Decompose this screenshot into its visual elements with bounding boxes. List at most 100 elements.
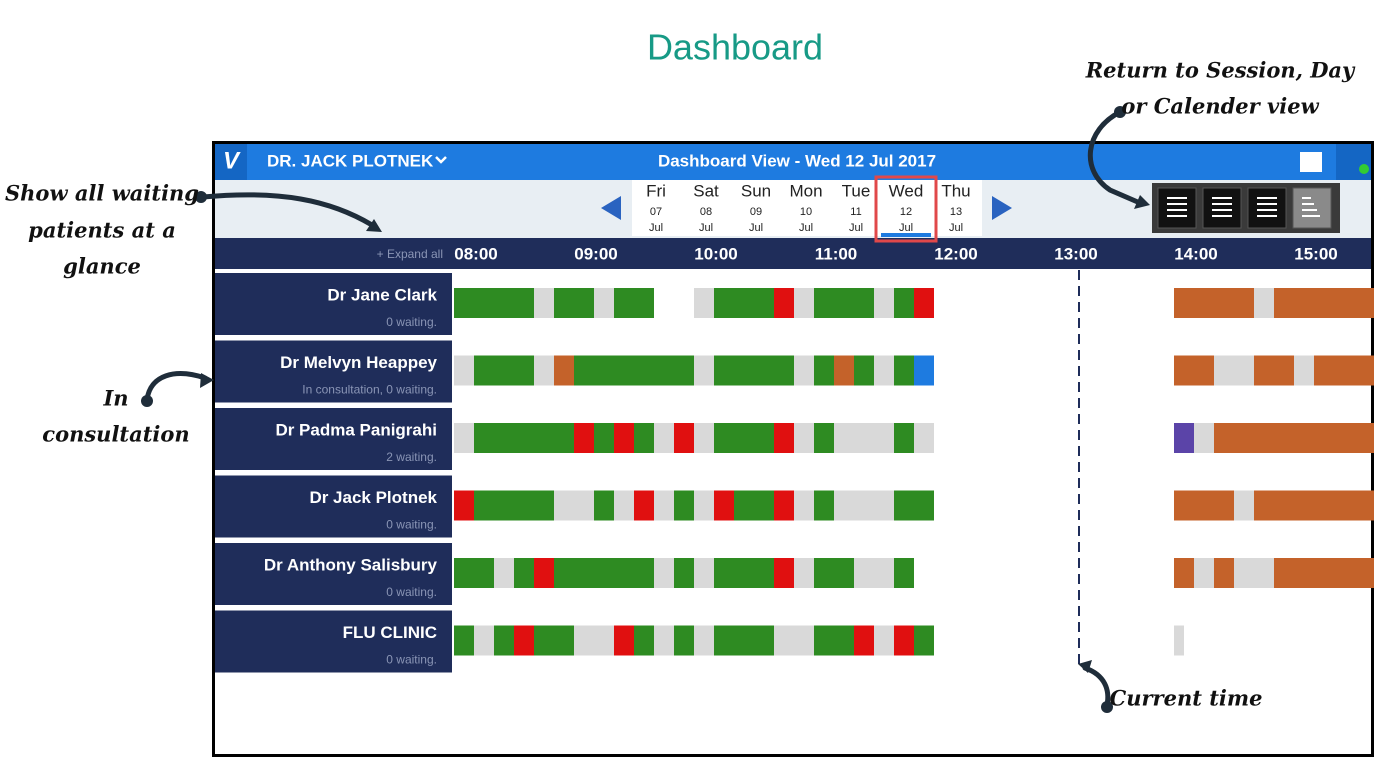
appointment-slot[interactable]	[714, 355, 734, 386]
appointment-slot[interactable]	[534, 355, 554, 386]
appointment-slot[interactable]	[814, 355, 834, 386]
appointment-slot[interactable]	[1214, 288, 1234, 318]
appointment-slot[interactable]	[714, 558, 734, 588]
appointment-slot[interactable]	[874, 355, 894, 386]
appointment-slot[interactable]	[734, 355, 754, 386]
appointment-slot[interactable]	[654, 558, 674, 588]
appointment-slot[interactable]	[1214, 423, 1234, 453]
appointment-slot[interactable]	[674, 423, 694, 453]
appointment-slot[interactable]	[614, 355, 634, 386]
appointment-slot[interactable]	[1274, 423, 1294, 453]
appointment-slot[interactable]	[454, 558, 474, 588]
appointment-slot[interactable]	[1294, 490, 1314, 521]
appointment-slot[interactable]	[1254, 558, 1274, 588]
appointment-slot[interactable]	[794, 288, 814, 318]
view-button[interactable]	[1157, 187, 1197, 229]
appointment-slot[interactable]	[774, 423, 794, 453]
appointment-slot[interactable]	[634, 625, 654, 656]
appointment-slot[interactable]	[574, 288, 594, 318]
appointment-slot[interactable]	[534, 558, 554, 588]
appointment-slot[interactable]	[614, 625, 634, 656]
appointment-slot[interactable]	[794, 490, 814, 521]
appointment-slot[interactable]	[1174, 288, 1194, 318]
appointment-slot[interactable]	[634, 423, 654, 453]
day-weekday[interactable]: Wed	[889, 181, 924, 200]
appointment-slot[interactable]	[1234, 558, 1254, 588]
appointment-slot[interactable]	[774, 288, 794, 318]
appointment-slot[interactable]	[514, 558, 534, 588]
appointment-slot[interactable]	[654, 490, 674, 521]
appointment-slot[interactable]	[1174, 558, 1194, 588]
appointment-slot[interactable]	[774, 558, 794, 588]
appointment-slot[interactable]	[634, 490, 654, 521]
appointment-slot[interactable]	[854, 490, 874, 521]
appointment-slot[interactable]	[754, 423, 774, 453]
day-weekday[interactable]: Sun	[741, 181, 771, 200]
appointment-slot[interactable]	[714, 625, 734, 656]
appointment-slot[interactable]	[1334, 558, 1354, 588]
appointment-slot[interactable]	[834, 558, 854, 588]
appointment-slot[interactable]	[754, 288, 774, 318]
appointment-slot[interactable]	[614, 490, 634, 521]
appointment-slot[interactable]	[714, 288, 734, 318]
appointment-slot[interactable]	[894, 490, 914, 521]
appointment-slot[interactable]	[534, 423, 554, 453]
clinician-card[interactable]	[215, 340, 452, 403]
next-arrow[interactable]	[992, 196, 1012, 220]
appointment-slot[interactable]	[694, 558, 714, 588]
appointment-slot[interactable]	[1234, 288, 1254, 318]
appointment-slot[interactable]	[734, 625, 754, 656]
appointment-slot[interactable]	[1234, 423, 1254, 453]
appointment-slot[interactable]	[694, 288, 714, 318]
appointment-slot[interactable]	[814, 490, 834, 521]
appointment-slot[interactable]	[774, 490, 794, 521]
appointment-slot[interactable]	[494, 423, 514, 453]
appointment-slot[interactable]	[1334, 423, 1354, 453]
appointment-slot[interactable]	[1234, 490, 1254, 521]
appointment-slot[interactable]	[754, 355, 774, 386]
appointment-slot[interactable]	[854, 288, 874, 318]
day-weekday[interactable]: Sat	[693, 181, 719, 200]
appointment-slot[interactable]	[494, 490, 514, 521]
appointment-slot[interactable]	[554, 558, 574, 588]
appointment-slot[interactable]	[614, 558, 634, 588]
appointment-slot[interactable]	[814, 288, 834, 318]
appointment-slot[interactable]	[1314, 355, 1334, 386]
appointment-slot[interactable]	[514, 288, 534, 318]
appointment-slot[interactable]	[1254, 355, 1274, 386]
appointment-slot[interactable]	[654, 355, 674, 386]
appointment-slot[interactable]	[514, 355, 534, 386]
appointment-slot[interactable]	[1174, 625, 1184, 656]
appointment-slot[interactable]	[774, 355, 794, 386]
appointment-slot[interactable]	[834, 288, 854, 318]
appointment-slot[interactable]	[554, 355, 574, 386]
appointment-slot[interactable]	[1314, 288, 1334, 318]
appointment-slot[interactable]	[1214, 490, 1234, 521]
appointment-slot[interactable]	[1354, 490, 1374, 521]
day-weekday[interactable]: Thu	[941, 181, 970, 200]
appointment-slot[interactable]	[514, 625, 534, 656]
appointment-slot[interactable]	[634, 355, 654, 386]
appointment-slot[interactable]	[594, 288, 614, 318]
appointment-slot[interactable]	[634, 558, 654, 588]
appointment-slot[interactable]	[474, 423, 494, 453]
appointment-slot[interactable]	[674, 625, 694, 656]
appointment-slot[interactable]	[1294, 423, 1314, 453]
appointment-slot[interactable]	[534, 490, 554, 521]
appointment-slot[interactable]	[1334, 288, 1354, 318]
appointment-slot[interactable]	[474, 355, 494, 386]
appointment-slot[interactable]	[794, 355, 814, 386]
appointment-slot[interactable]	[694, 355, 714, 386]
appointment-slot[interactable]	[454, 625, 474, 656]
clinician-card[interactable]	[215, 273, 452, 335]
appointment-slot[interactable]	[1254, 490, 1274, 521]
appointment-slot[interactable]	[814, 625, 834, 656]
appointment-slot[interactable]	[914, 423, 934, 453]
appointment-slot[interactable]	[594, 355, 614, 386]
appointment-slot[interactable]	[554, 625, 574, 656]
appointment-slot[interactable]	[714, 490, 734, 521]
appointment-slot[interactable]	[794, 558, 814, 588]
appointment-slot[interactable]	[1234, 355, 1254, 386]
view-button[interactable]	[1292, 187, 1332, 229]
clinician-card[interactable]	[215, 543, 452, 605]
